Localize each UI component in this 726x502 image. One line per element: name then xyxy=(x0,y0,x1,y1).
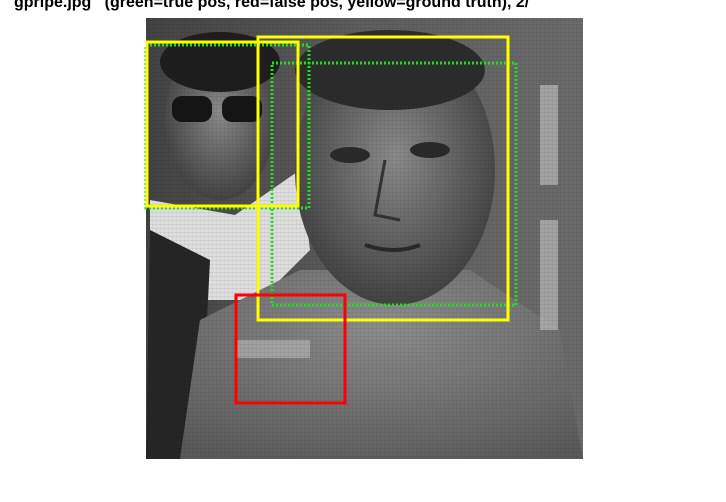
true-positive-box xyxy=(270,61,518,307)
ground-truth-box xyxy=(145,40,300,208)
photo xyxy=(146,18,583,459)
ground-truth-box xyxy=(256,35,510,322)
false-positive-box xyxy=(234,293,347,405)
figure-title: gpripe.jpg (green=true pos, red=false po… xyxy=(14,0,530,11)
true-positive-box xyxy=(144,43,311,210)
